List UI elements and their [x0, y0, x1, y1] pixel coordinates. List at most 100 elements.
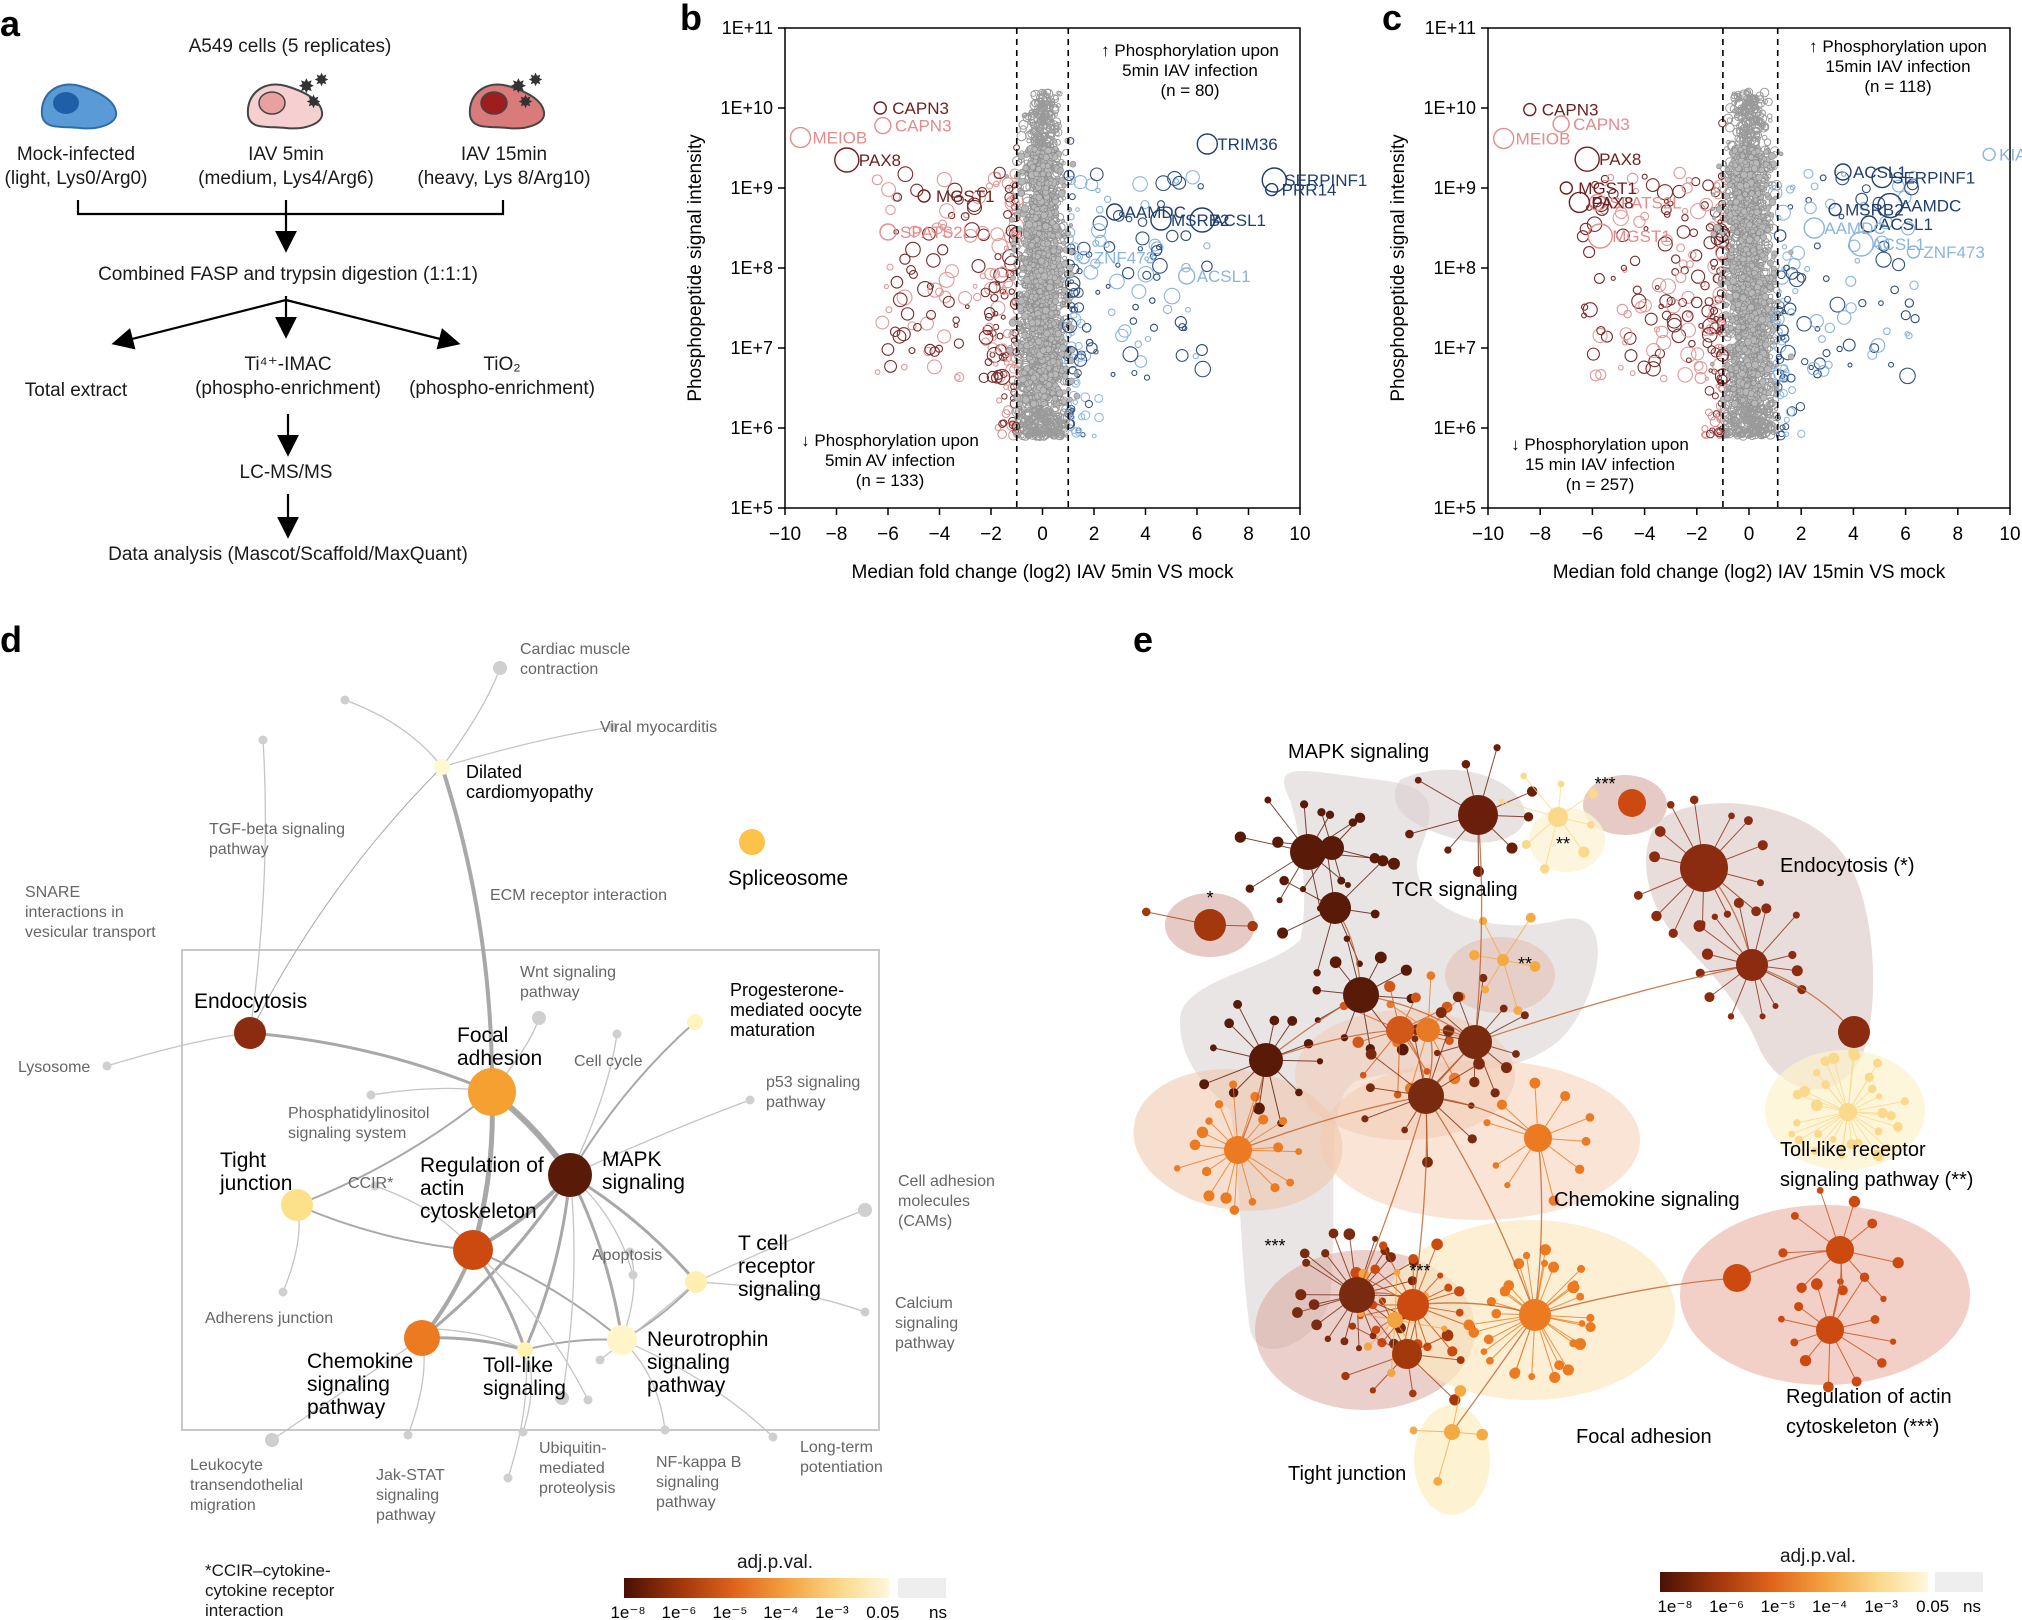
data-point	[960, 212, 970, 221]
data-point	[1686, 260, 1694, 269]
x-tick-label: 8	[1243, 524, 1254, 545]
data-point	[1847, 362, 1853, 368]
data-point	[892, 292, 908, 308]
data-point	[1043, 318, 1048, 324]
data-point	[1690, 296, 1703, 309]
data-point	[1819, 174, 1827, 182]
data-point	[1813, 242, 1821, 250]
data-point	[1032, 248, 1037, 253]
data-point	[1030, 133, 1040, 142]
data-point	[1081, 322, 1092, 333]
data-point	[1045, 418, 1052, 425]
iav5-cell-icon: ✸ ✸ ✸	[246, 70, 329, 130]
data-point	[1064, 296, 1069, 301]
data-point	[1095, 289, 1101, 295]
data-point	[1718, 229, 1725, 236]
data-point	[1019, 125, 1027, 133]
data-point	[1026, 385, 1032, 392]
data-point	[1143, 374, 1151, 381]
data-point	[1725, 123, 1735, 133]
data-point	[1818, 335, 1826, 344]
point-label: PRR14	[1282, 181, 1337, 200]
panel-a: a A549 cells (5 replicates) ✸ ✸ ✸ ✸ ✸ ✸ …	[0, 3, 595, 565]
x-tick-label: −4	[929, 524, 951, 545]
data-point	[1784, 295, 1792, 303]
data-point	[998, 419, 1007, 428]
branch-total-extract: Total extract	[25, 380, 128, 401]
data-point	[943, 228, 953, 238]
virus-icon: ✸	[510, 76, 527, 98]
data-point	[1056, 365, 1061, 370]
data-point	[1054, 348, 1060, 354]
data-point	[1048, 310, 1055, 317]
data-point	[1029, 194, 1033, 198]
labeled-point	[1261, 167, 1287, 193]
data-point	[1711, 392, 1719, 400]
data-point	[1066, 137, 1075, 145]
labeled-point	[1196, 133, 1219, 155]
data-point	[1195, 344, 1208, 357]
data-point	[1080, 392, 1091, 403]
data-point	[1025, 264, 1033, 272]
data-point	[1710, 258, 1719, 267]
data-point	[1067, 213, 1075, 221]
data-point	[1037, 364, 1043, 370]
data-point	[1751, 173, 1756, 178]
data-point	[1066, 386, 1071, 392]
data-point	[1029, 358, 1035, 365]
data-point	[1056, 245, 1062, 251]
data-point	[1069, 346, 1076, 354]
data-point	[1069, 242, 1080, 253]
data-point	[982, 324, 993, 336]
data-point	[1039, 171, 1047, 178]
data-point	[1037, 127, 1043, 134]
data-point	[1080, 350, 1092, 362]
data-point	[980, 287, 991, 298]
data-point	[1610, 275, 1616, 281]
data-point	[1025, 419, 1033, 427]
data-point	[1035, 300, 1040, 306]
data-point	[1735, 286, 1740, 291]
data-point	[1020, 328, 1025, 333]
data-point	[1759, 185, 1765, 190]
data-point	[1829, 296, 1846, 313]
data-point	[1040, 211, 1048, 219]
data-point	[1068, 193, 1076, 201]
data-point	[1033, 113, 1043, 124]
data-point	[947, 211, 956, 220]
virus-icon: ✸	[306, 92, 321, 112]
data-point	[1068, 330, 1075, 337]
data-point	[1808, 364, 1814, 371]
data-point	[1051, 395, 1059, 402]
data-point	[1030, 374, 1037, 382]
data-point	[1061, 219, 1066, 223]
data-point	[1051, 418, 1060, 427]
point-cloud	[871, 88, 1213, 442]
data-point	[1824, 360, 1833, 370]
data-point	[1030, 400, 1038, 408]
data-point	[1062, 365, 1069, 372]
data-point	[1760, 335, 1766, 341]
data-point	[1037, 267, 1045, 274]
data-point	[1026, 433, 1032, 439]
data-point	[1022, 242, 1028, 248]
data-point	[1769, 212, 1775, 218]
data-point	[938, 271, 955, 288]
data-point	[1058, 271, 1063, 276]
data-point	[1080, 410, 1091, 421]
data-point	[1061, 240, 1067, 246]
data-point	[1105, 283, 1111, 289]
data-point	[1054, 138, 1061, 146]
x-tick-label: −10	[769, 524, 801, 545]
data-point	[1586, 347, 1600, 361]
data-point	[1725, 268, 1730, 273]
data-point	[1055, 181, 1060, 186]
data-point	[907, 321, 917, 331]
data-point	[1792, 287, 1799, 295]
data-point	[1715, 205, 1723, 213]
data-point	[1731, 343, 1737, 349]
data-point	[1024, 322, 1031, 329]
data-point	[1033, 293, 1039, 299]
annotation-up: 5min IAV infection	[1122, 61, 1258, 80]
data-point	[1052, 238, 1058, 244]
